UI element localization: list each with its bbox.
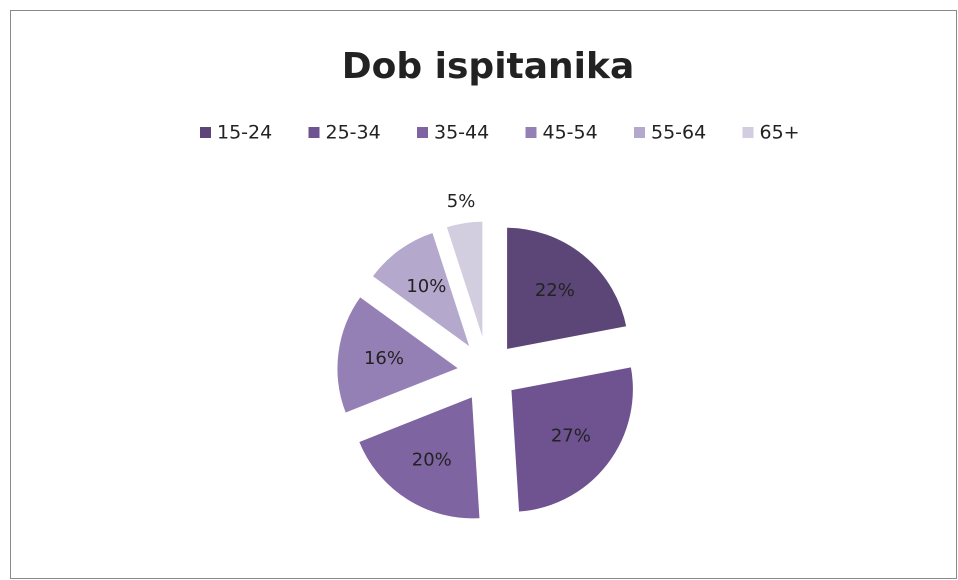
data-label: 5% <box>447 191 476 212</box>
pie-slice <box>334 293 463 416</box>
legend-swatch <box>525 127 537 138</box>
pie-slice <box>508 364 636 515</box>
legend-label: 25-34 <box>326 122 381 144</box>
data-label: 20% <box>412 450 452 471</box>
data-label: 27% <box>551 425 591 446</box>
pie-slice <box>356 393 483 521</box>
legend-swatch <box>308 127 320 138</box>
legend-label: 65+ <box>760 122 800 144</box>
data-label: 16% <box>364 348 404 369</box>
data-label: 10% <box>406 276 446 297</box>
legend-swatch <box>417 127 428 138</box>
chart-title: Dob ispitanika <box>342 46 635 87</box>
legend-swatch <box>742 127 754 138</box>
legend-label: 55-64 <box>651 122 706 144</box>
legend-label: 45-54 <box>543 122 598 144</box>
legend-label: 15-24 <box>217 122 272 144</box>
pie-slice <box>504 225 630 352</box>
data-label: 22% <box>535 280 575 301</box>
pie-slice <box>443 219 485 345</box>
legend-label: 35-44 <box>434 122 489 144</box>
pie-slice <box>369 229 474 353</box>
legend-swatch <box>634 127 645 138</box>
legend-swatch <box>200 127 211 138</box>
